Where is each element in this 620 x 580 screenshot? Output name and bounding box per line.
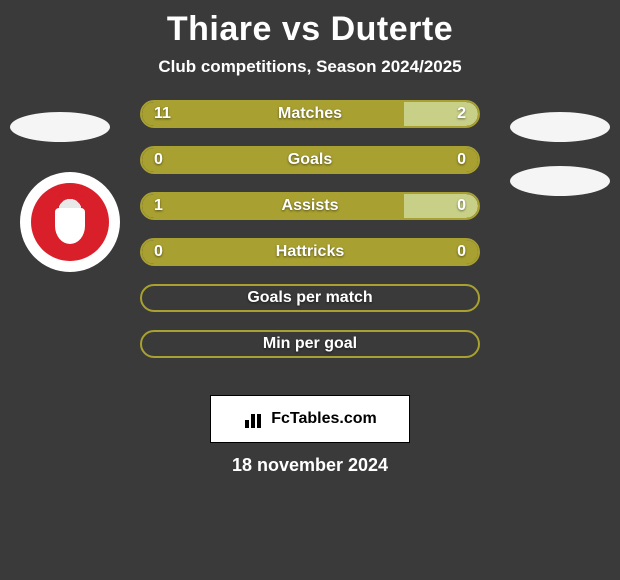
subtitle: Club competitions, Season 2024/2025 xyxy=(0,57,620,77)
stat-value-left: 11 xyxy=(154,105,171,123)
stat-value-left: 0 xyxy=(154,243,163,261)
stat-row: 0 0 Goals xyxy=(140,146,480,174)
stat-label: Assists xyxy=(282,197,339,215)
stat-label: Goals xyxy=(288,151,332,169)
club-logo-inner: ASNL xyxy=(31,183,109,261)
stat-bars: 11 2 Matches 0 0 Goals 1 0 Assists 0 0 Hattricks Goa… xyxy=(140,100,480,376)
stat-label: Goals per match xyxy=(247,289,372,307)
stat-row: Goals per match xyxy=(140,284,480,312)
stat-label: Matches xyxy=(278,105,342,123)
date-text: 18 november 2024 xyxy=(232,455,388,476)
stat-bar-left xyxy=(142,102,404,126)
chart-icon xyxy=(243,410,265,428)
player-left-badge xyxy=(10,112,110,142)
page-title: Thiare vs Duterte xyxy=(0,0,620,49)
stat-label: Min per goal xyxy=(263,335,357,353)
stat-row: 0 0 Hattricks xyxy=(140,238,480,266)
stat-bar-right xyxy=(404,194,478,218)
stat-value-left: 1 xyxy=(154,197,163,215)
club-logo-left: ASNL xyxy=(20,172,120,272)
stat-bar-left xyxy=(142,194,404,218)
stat-row: Min per goal xyxy=(140,330,480,358)
stat-bar-right xyxy=(404,102,478,126)
stat-row: 1 0 Assists xyxy=(140,192,480,220)
stat-label: Hattricks xyxy=(276,243,344,261)
footer-brand-text: FcTables.com xyxy=(271,410,377,428)
player-right-badge-2 xyxy=(510,166,610,196)
stat-value-right: 0 xyxy=(457,243,466,261)
player-right-badge xyxy=(510,112,610,142)
stat-value-right: 0 xyxy=(457,151,466,169)
stat-value-right: 2 xyxy=(457,105,466,123)
club-logo-text: ASNL xyxy=(57,189,82,200)
stat-row: 11 2 Matches xyxy=(140,100,480,128)
club-logo-shield xyxy=(55,208,85,244)
footer-brand-badge[interactable]: FcTables.com xyxy=(210,395,410,443)
stat-value-right: 0 xyxy=(457,197,466,215)
stat-value-left: 0 xyxy=(154,151,163,169)
